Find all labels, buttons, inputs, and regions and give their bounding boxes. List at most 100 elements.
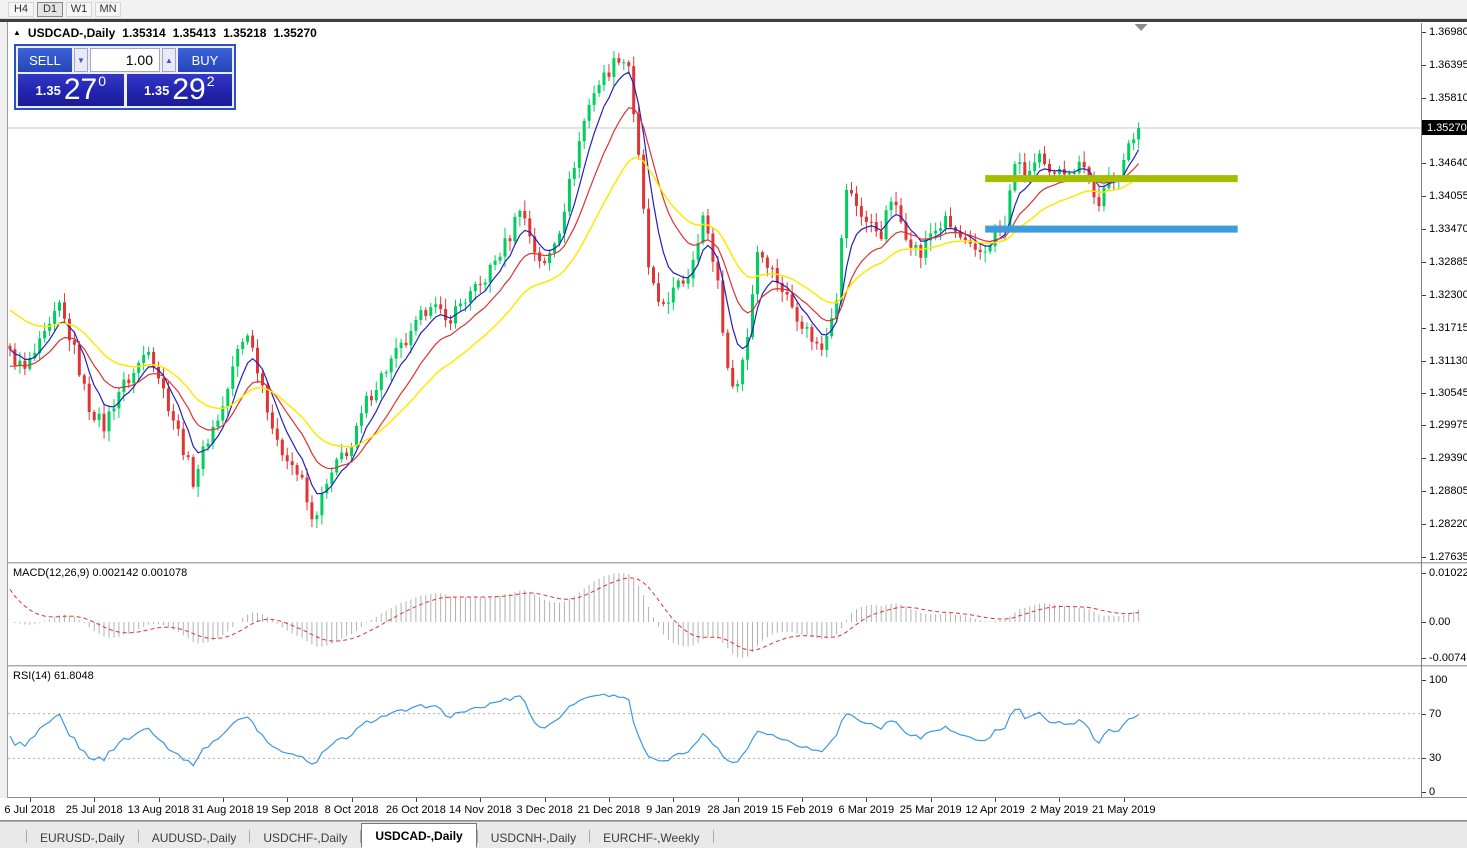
candle-body <box>815 341 819 344</box>
candle-body <box>652 267 655 284</box>
time-axis-label: 2 May 2019 <box>1030 804 1089 816</box>
tab-divider <box>360 830 362 843</box>
candle-body <box>142 354 146 363</box>
sell-button[interactable]: SELL <box>18 48 72 72</box>
sell-price-pips: 27 <box>63 73 98 106</box>
chart-tab-audusddaily[interactable]: AUDUSD-,Daily <box>151 830 237 845</box>
pane-separator[interactable] <box>8 665 1467 667</box>
candle-body <box>676 280 680 288</box>
time-axis-tick <box>222 798 224 802</box>
time-axis-tick <box>608 798 610 802</box>
price-axis-label: 1.34055 <box>1429 190 1467 203</box>
candle-body <box>810 327 814 342</box>
candle-body <box>1038 153 1042 163</box>
time-axis[interactable]: 6 Jul 2018 25 Jul 2018 13 Aug 2018 31 Aug 2… <box>0 798 1467 820</box>
buy-price-tile[interactable]: 1.35 29 2 <box>126 73 232 106</box>
chart-tab-usdcaddaily[interactable]: USDCAD-,Daily <box>361 823 477 848</box>
price-axis-label: 1.34640 <box>1429 157 1467 170</box>
candle-body <box>850 190 853 194</box>
time-axis-label: 9 Jan 2019 <box>646 804 701 816</box>
candle-body <box>458 303 462 307</box>
chart-title-row: ▲ USDCAD-,Daily 1.35314 1.35413 1.35218 … <box>13 26 317 40</box>
macd-axis-tick <box>1422 657 1426 659</box>
time-axis-tick <box>930 798 932 802</box>
candle-body <box>171 411 175 421</box>
candle-body <box>993 229 997 247</box>
candle-body <box>775 268 779 284</box>
time-axis-label: 19 Sep 2018 <box>255 804 319 816</box>
price-axis[interactable]: 1.36980 1.36395 1.35810 1.34640 1.34055 1.334… <box>1421 23 1467 798</box>
chart-tab-usdchfdaily[interactable]: USDCHF-,Daily <box>263 830 348 845</box>
rsi-canvas[interactable] <box>8 667 1421 797</box>
candle-body <box>137 362 141 373</box>
candle-body <box>770 267 774 269</box>
timeframe-button-w1[interactable]: W1 <box>66 1 92 17</box>
time-axis-tick <box>544 798 546 802</box>
candle-body <box>726 332 730 368</box>
price-axis-tick <box>1422 524 1426 526</box>
candle-body <box>364 395 368 414</box>
volume-input[interactable]: 1.00 <box>90 48 160 72</box>
candle-body <box>424 310 428 316</box>
one-click-trading-panel: SELL ▼ 1.00 ▲ BUY 1.35 27 0 1.35 29 2 <box>14 44 236 110</box>
price-axis-tick <box>1422 97 1426 99</box>
annotation-band-green[interactable] <box>985 175 1238 183</box>
candle-body <box>196 469 200 487</box>
candle-body <box>58 302 61 311</box>
candle-body <box>330 472 334 484</box>
rsi-axis-label: 70 <box>1429 707 1442 720</box>
timeframe-button-d1[interactable]: D1 <box>37 1 63 17</box>
candle-body <box>53 310 57 324</box>
macd-signal-line <box>9 577 1139 651</box>
candle-body <box>290 461 294 466</box>
volume-decrease-button[interactable]: ▼ <box>74 48 88 72</box>
candle-body <box>805 327 809 329</box>
macd-axis-tick <box>1422 622 1426 623</box>
candle-body <box>152 351 156 367</box>
candle-body <box>830 318 834 336</box>
time-axis-line <box>8 797 1467 798</box>
candle-body <box>256 347 259 374</box>
candle-body <box>379 373 383 390</box>
time-axis-label: 15 Feb 2019 <box>771 804 833 816</box>
buy-button[interactable]: BUY <box>178 48 232 72</box>
pane-separator[interactable] <box>8 562 1467 564</box>
macd-axis-label: 0.00 <box>1429 616 1451 628</box>
rsi-axis-label: 30 <box>1429 752 1442 765</box>
candle-body <box>657 283 660 302</box>
candle-body <box>1122 160 1126 178</box>
candle-body <box>473 283 477 292</box>
timeframe-button-mn[interactable]: MN <box>95 1 121 17</box>
time-axis-tick <box>802 798 803 802</box>
chart-tab-eurusddaily[interactable]: EURUSD-,Daily <box>40 830 125 845</box>
price-axis-label: 1.29975 <box>1429 419 1467 432</box>
candle-body <box>751 294 754 338</box>
annotation-band-blue[interactable] <box>985 225 1238 233</box>
volume-increase-button[interactable]: ▲ <box>162 48 176 72</box>
candle-body <box>92 412 96 421</box>
candle-body <box>939 228 943 231</box>
timeframe-button-h4[interactable]: H4 <box>8 1 34 17</box>
price-chart-canvas[interactable] <box>8 23 1421 562</box>
chart-tab-eurchfweekly[interactable]: EURCHF-,Weekly <box>603 830 700 845</box>
chart-tab-usdcnhdaily[interactable]: USDCNH-,Daily <box>490 830 577 845</box>
time-axis-tick <box>1059 798 1061 802</box>
price-axis-tick <box>1422 491 1426 493</box>
candle-body <box>478 283 482 285</box>
time-axis-label: 13 Aug 2018 <box>127 804 190 816</box>
candle-body <box>394 347 398 359</box>
candle-body <box>226 388 230 407</box>
candle-body <box>721 280 725 333</box>
candle-body <box>1008 190 1012 226</box>
macd-canvas[interactable] <box>8 564 1421 665</box>
tab-divider <box>26 830 27 843</box>
candle-body <box>488 264 492 283</box>
candle-body <box>1127 143 1131 161</box>
candle-body <box>879 231 883 239</box>
chart-shift-marker-icon[interactable] <box>1134 24 1148 31</box>
time-axis-tick <box>287 798 289 802</box>
candle-body <box>988 246 992 252</box>
one-click-panel-toggle-icon[interactable]: ▲ <box>13 28 21 37</box>
sell-price-tile[interactable]: 1.35 27 0 <box>18 73 124 106</box>
